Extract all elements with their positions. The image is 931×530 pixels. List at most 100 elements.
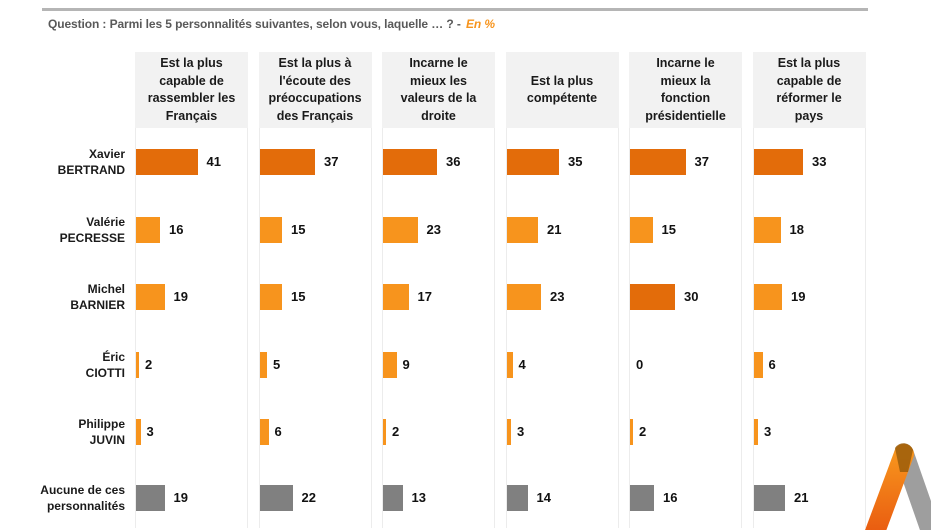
- bar: [753, 149, 803, 175]
- row-label-line: Aucune de ces: [40, 483, 125, 497]
- column-header-line: Est la plus: [777, 56, 841, 70]
- bar: [136, 419, 141, 445]
- bar: [753, 485, 785, 511]
- data-label: 6: [274, 424, 282, 439]
- data-label: 4: [518, 357, 526, 372]
- bar: [753, 419, 758, 445]
- data-label: 16: [663, 490, 678, 505]
- data-label: 19: [791, 289, 806, 304]
- bar: [259, 352, 267, 378]
- column-header: Est la plus compétente: [505, 52, 619, 128]
- data-label: 3: [764, 424, 772, 439]
- bar: [383, 419, 386, 445]
- column-header-line: présidentielle: [645, 108, 726, 123]
- column-header: Est la plus à l'écoute des préoccupations d…: [258, 52, 372, 128]
- unit-label: En %: [465, 17, 495, 31]
- row-label-line: JUVIN: [89, 433, 125, 447]
- row-label: Philippe JUVIN: [5, 416, 125, 448]
- data-label: 9: [402, 357, 410, 372]
- column-header-line: l'écoute des: [279, 73, 351, 88]
- column-header-line: pays: [794, 108, 824, 123]
- row-label: Xavier BERTRAND: [5, 146, 125, 178]
- data-label: 21: [794, 490, 809, 505]
- data-label: 14: [536, 490, 551, 505]
- bar: [383, 149, 437, 175]
- data-label: 22: [301, 490, 316, 505]
- data-label: 18: [789, 222, 804, 237]
- data-label: 2: [392, 424, 400, 439]
- bar: [136, 149, 198, 175]
- row-label: Aucune de ces personnalités: [5, 482, 125, 514]
- data-label: 6: [768, 357, 776, 372]
- column-header-line: rassembler les: [147, 91, 236, 105]
- column-header-line: fonction: [660, 91, 711, 105]
- data-label: 3: [146, 424, 154, 439]
- column-header-line: Français: [165, 108, 218, 123]
- data-label: 3: [517, 424, 525, 439]
- data-label: 36: [446, 154, 461, 169]
- bar: [506, 352, 513, 378]
- chart-column: Incarne le mieux les valeurs de la droite: [382, 52, 495, 528]
- bar: [259, 217, 282, 243]
- data-label: 15: [661, 222, 676, 237]
- data-label: 15: [291, 289, 306, 304]
- row-label: Éric CIOTTI: [5, 349, 125, 381]
- column-body: [629, 128, 742, 528]
- chart-column: Est la plus compétente: [505, 52, 619, 528]
- data-label: 23: [550, 289, 565, 304]
- data-label: 17: [417, 289, 432, 304]
- bar: [630, 284, 675, 310]
- data-label: 19: [173, 289, 188, 304]
- bar: [136, 352, 139, 378]
- column-header-line: compétente: [526, 91, 598, 105]
- bar: [383, 217, 418, 243]
- bar: [506, 485, 528, 511]
- data-label: 2: [145, 357, 153, 372]
- chart-column: Est la plus capable de rassembler les Franç…: [135, 52, 248, 528]
- column-body: [505, 128, 619, 528]
- data-label: 16: [169, 222, 184, 237]
- row-label-line: Philippe: [78, 417, 125, 431]
- data-label: 15: [291, 222, 306, 237]
- top-divider: [42, 8, 868, 11]
- bar: [259, 149, 315, 175]
- data-label: 41: [206, 154, 221, 169]
- column-header: Incarne le mieux les valeurs de la droite: [382, 52, 495, 128]
- column-header: Incarne le mieux la fonction présidentielle: [629, 52, 742, 128]
- column-header-line: Incarne le: [656, 56, 715, 70]
- chart-column: Est la plus à l'écoute des préoccupations d…: [258, 52, 372, 528]
- bar: [259, 419, 269, 445]
- row-label-line: Xavier: [88, 147, 125, 161]
- chart-column: Incarne le mieux la fonction présidentielle: [629, 52, 742, 528]
- column-header-line: droite: [421, 108, 456, 123]
- column-header-line: mieux la: [660, 73, 711, 88]
- column-header-line: Incarne le: [409, 56, 468, 70]
- bar: [136, 217, 160, 243]
- column-header-line: valeurs de la: [400, 91, 477, 105]
- bar: [259, 485, 293, 511]
- column-header-line: Est la plus: [160, 56, 223, 70]
- bar: [630, 149, 686, 175]
- bar: [753, 284, 782, 310]
- data-label: 30: [684, 289, 699, 304]
- column-header: Est la plus capable de réformer le pays: [752, 52, 866, 128]
- data-label: 35: [568, 154, 583, 169]
- column-header-line: capable de: [159, 73, 224, 88]
- row-label-line: BERTRAND: [57, 163, 125, 177]
- data-label: 37: [694, 154, 709, 169]
- row-label-line: Valérie: [86, 215, 125, 229]
- row-label-line: PECRESSE: [59, 231, 125, 245]
- bar: [506, 217, 538, 243]
- bar: [506, 284, 541, 310]
- row-label: Valérie PECRESSE: [5, 214, 125, 246]
- question-text: Question : Parmi les 5 personnalités sui…: [48, 17, 495, 31]
- chart-column: Est la plus capable de réformer le pays: [752, 52, 866, 528]
- bar: [383, 485, 403, 511]
- bar: [136, 284, 165, 310]
- bar: [753, 352, 763, 378]
- row-label-line: BARNIER: [70, 298, 125, 312]
- bar: [630, 217, 653, 243]
- brand-logo-icon: [865, 443, 931, 530]
- row-label-line: personnalités: [46, 499, 125, 513]
- bar: [630, 419, 633, 445]
